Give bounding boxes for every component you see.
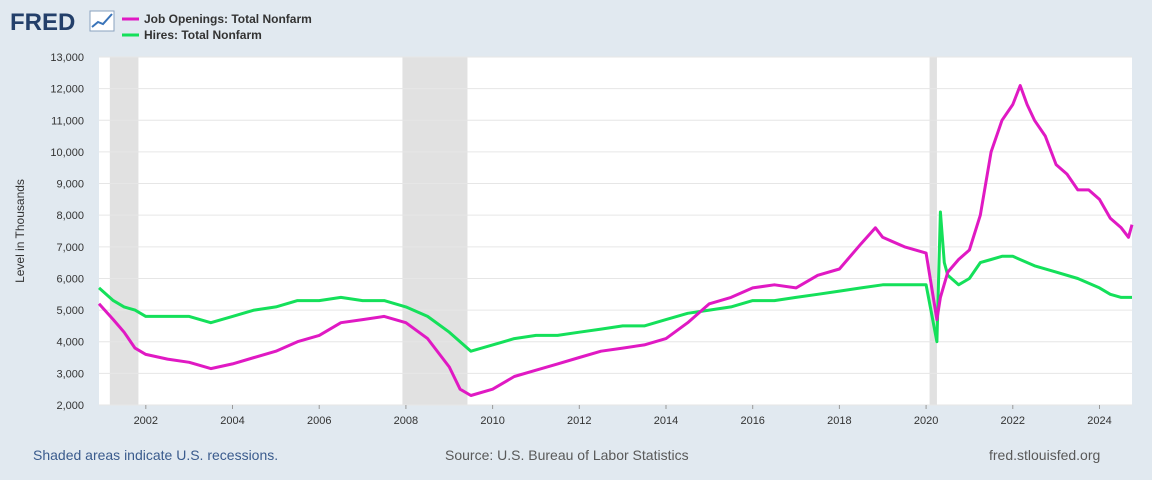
x-tick-label: 2024 [1087,415,1111,427]
y-tick-label: 11,000 [51,115,84,127]
y-tick-label: 2,000 [56,400,84,412]
x-tick-label: 2016 [740,415,764,427]
recession-band-1 [402,57,468,405]
recession-note: Shaded areas indicate U.S. recessions. [33,447,279,463]
legend-label-hires: Hires: Total Nonfarm [144,28,262,42]
y-tick-label: 3,000 [56,368,84,380]
y-tick-label: 12,000 [50,84,84,96]
fred-graph-logo-icon [89,10,115,32]
source-text: Source: U.S. Bureau of Labor Statistics [445,447,689,463]
x-tick-label: 2020 [914,415,938,427]
y-tick-label: 10,000 [50,147,84,159]
y-tick-label: 7,000 [56,242,84,254]
data-series [97,84,1134,397]
x-tick-label: 2002 [134,415,158,427]
series-line-job-openings [97,84,1134,397]
legend: Job Openings: Total Nonfarm Hires: Total… [122,12,312,42]
fred-logo-text: FRED [10,9,75,36]
fred-logo[interactable]: FRED [10,9,115,36]
y-tick-label: 9,000 [56,179,84,191]
site-link[interactable]: fred.stlouisfed.org [989,447,1101,463]
y-axis-ticks: 2,000 3,000 4,000 5,000 6,000 7,000 8,000 9,000… [50,52,84,412]
x-tick-label: 2018 [827,415,851,427]
recession-band-2 [929,57,937,405]
x-tick-label: 2010 [480,415,504,427]
x-tick-label: 2006 [307,415,331,427]
recession-band-0 [109,57,139,405]
y-axis-label: Level in Thousands [13,179,27,283]
x-axis-ticks: 2002 2004 2006 2008 2010 2012 2014 2016 2018 2020… [134,405,1112,427]
recession-shading [109,57,937,405]
gridlines [99,56,1132,406]
y-tick-label: 5,000 [56,305,84,317]
y-tick-label: 4,000 [56,337,84,349]
x-tick-label: 2008 [394,415,418,427]
x-tick-label: 2004 [220,415,244,427]
y-tick-label: 8,000 [56,210,84,222]
x-tick-label: 2014 [654,415,678,427]
x-tick-label: 2022 [1001,415,1025,427]
series-line-hires [98,210,1132,353]
y-tick-label: 6,000 [56,273,84,285]
x-tick-label: 2012 [567,415,591,427]
legend-label-job-openings: Job Openings: Total Nonfarm [144,12,312,26]
plot-area [99,57,1132,405]
y-tick-label: 13,000 [50,52,84,64]
